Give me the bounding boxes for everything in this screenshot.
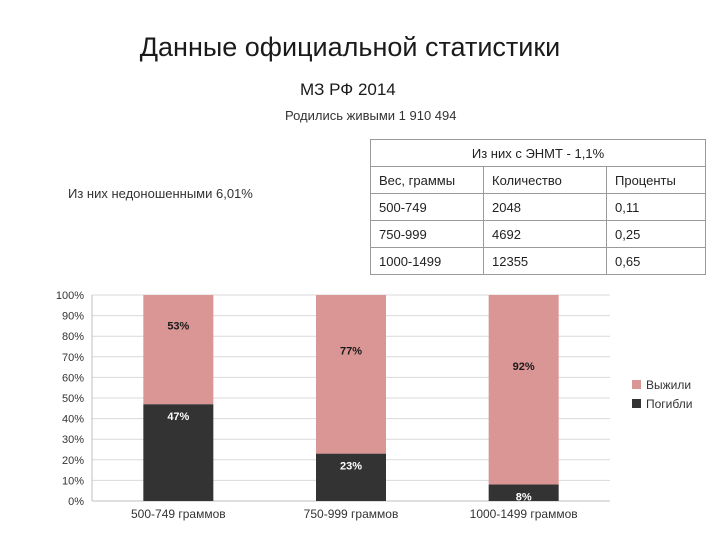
page-subtitle: МЗ РФ 2014 [300,80,396,99]
cell-weight: 750-999 [370,220,484,248]
y-tick-label: 40% [62,414,84,426]
x-tick-label: 500-749 граммов [131,507,226,521]
bar-segment [316,453,386,501]
table-caption: Из них с ЭНМТ - 1,1% [370,139,706,167]
table-row: 1000-1499 12355 0,65 [370,247,706,275]
x-tick-label: 750-999 граммов [304,507,399,521]
stacked-bar-chart: 0% 10% 20% 30% 40% 50% 60% 70% 80% 90% 100% 47% 53% 5… [56,290,693,521]
y-tick-label: 0% [68,496,84,508]
y-tick-label: 60% [62,372,84,384]
bar-segment [143,404,214,501]
y-tick-label: 90% [62,311,84,323]
data-label: 47% [167,411,189,423]
cell-count: 12355 [483,247,607,275]
data-label: 77% [340,345,362,357]
bar-segment [316,295,386,454]
y-tick-label: 100% [56,290,84,302]
table-header-row: Вес, граммы Количество Проценты [370,166,706,194]
legend-swatch [632,399,641,408]
data-label: 92% [513,361,535,373]
stats-table: Из них с ЭНМТ - 1,1% Вес, граммы Количес… [370,139,706,275]
header-percent: Проценты [606,166,706,194]
y-tick-label: 20% [62,455,84,467]
y-tick-label: 30% [62,434,84,446]
legend-label: Выжили [646,378,691,392]
data-label: 8% [516,492,532,504]
header-count: Количество [483,166,607,194]
x-tick-label: 1000-1499 граммов [470,507,578,521]
page-title: Данные официальной статистики [139,32,561,62]
table-row: 750-999 4692 0,25 [370,220,706,248]
data-label: 53% [167,321,189,333]
legend-label: Погибли [646,397,692,411]
data-label: 23% [340,461,362,473]
preterm-text: Из них недоношенными 6,01% [68,186,253,201]
bar-segment [143,295,214,405]
born-alive-text: Родились живыми 1 910 494 [285,108,457,123]
bar-segment [488,484,559,501]
bar-segment [488,295,559,485]
cell-percent: 0,65 [606,247,706,275]
cell-percent: 0,11 [606,193,706,221]
header-weight: Вес, граммы [370,166,484,194]
y-tick-label: 80% [62,331,84,343]
y-tick-label: 10% [62,475,84,487]
table-caption-row: Из них с ЭНМТ - 1,1% [370,139,706,167]
table-row: 500-749 2048 0,11 [370,193,706,221]
legend-swatch [632,380,641,389]
y-tick-label: 50% [62,393,84,405]
cell-weight: 1000-1499 [370,247,484,275]
cell-weight: 500-749 [370,193,484,221]
y-tick-label: 70% [62,352,84,364]
cell-count: 2048 [483,193,607,221]
cell-count: 4692 [483,220,607,248]
cell-percent: 0,25 [606,220,706,248]
